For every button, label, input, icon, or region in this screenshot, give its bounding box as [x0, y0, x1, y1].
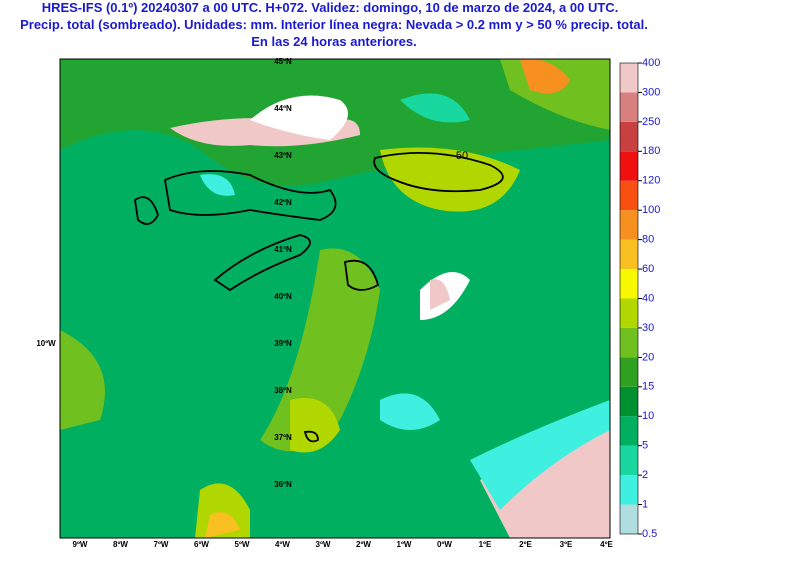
- lon-label: 7ºW: [154, 540, 169, 549]
- colorbar-label: 400: [642, 57, 660, 69]
- colorbar-segment: [620, 239, 638, 270]
- title-line: En las 24 horas anteriores.: [251, 34, 416, 49]
- title-line: Precip. total (sombreado). Unidades: mm.…: [20, 17, 648, 32]
- lon-label: 2ºW: [356, 540, 371, 549]
- lon-label: 9ºW: [73, 540, 88, 549]
- colorbar-segment: [620, 121, 638, 152]
- side-label: 10ºW: [36, 339, 56, 348]
- lon-label: 4ºW: [275, 540, 290, 549]
- lat-label: 37ºN: [274, 433, 292, 442]
- lon-label: 0ºW: [437, 540, 452, 549]
- colorbar-label: 5: [642, 440, 648, 452]
- colorbar-label: 40: [642, 292, 654, 304]
- colorbar-label: 100: [642, 204, 660, 216]
- lon-label: 8ºW: [113, 540, 128, 549]
- colorbar-segment: [620, 92, 638, 122]
- lat-label: 39ºN: [274, 339, 292, 348]
- colorbar-segment: [620, 298, 638, 328]
- colorbar-segment: [620, 357, 638, 387]
- lon-label: 3ºW: [316, 540, 331, 549]
- colorbar-label: 300: [642, 86, 660, 98]
- lat-label: 45ºN: [274, 57, 292, 66]
- colorbar-label: 20: [642, 351, 654, 363]
- colorbar-segment: [620, 63, 638, 93]
- contour-label: 50: [456, 150, 468, 162]
- colorbar: 0.5 1 2 5 10 15 20 30 40 60 80 100 120 180 250 300 400: [619, 57, 660, 540]
- lon-label: 6ºW: [194, 540, 209, 549]
- lon-label: 3ºE: [560, 540, 573, 549]
- lat-label: 40ºN: [274, 292, 292, 301]
- colorbar-segment: [620, 386, 638, 417]
- lat-label: 44ºN: [274, 104, 292, 113]
- colorbar-segment: [620, 210, 638, 240]
- colorbar-segment: [620, 475, 638, 505]
- colorbar-label: 80: [642, 234, 654, 246]
- lat-label: 41ºN: [274, 245, 292, 254]
- colorbar-segment: [620, 504, 638, 534]
- colorbar-segment: [620, 327, 638, 358]
- lat-label: 36ºN: [274, 480, 292, 489]
- colorbar-label: 120: [642, 175, 660, 187]
- lon-label: 2ºE: [519, 540, 532, 549]
- colorbar-label: 10: [642, 410, 654, 422]
- map: 50 10ºW 9ºW 8ºW 7ºW 6ºW 5ºW 4ºW 3ºW 2ºW 1ºW 0ºW 1º…: [36, 57, 613, 549]
- lat-label: 43ºN: [274, 151, 292, 160]
- colorbar-segment: [620, 151, 638, 181]
- lon-label: 4ºE: [600, 540, 613, 549]
- title-line: HRES-IFS (0.1º) 20240307 a 00 UTC. H+072…: [42, 0, 619, 15]
- colorbar-segment: [620, 180, 638, 211]
- lon-label: 5ºW: [235, 540, 250, 549]
- colorbar-label: 0.5: [642, 528, 657, 540]
- lat-label: 42ºN: [274, 198, 292, 207]
- colorbar-label: 15: [642, 381, 654, 393]
- colorbar-label: 2: [642, 469, 648, 481]
- colorbar-label: 250: [642, 116, 660, 128]
- lon-label: 1ºE: [479, 540, 492, 549]
- colorbar-label: 30: [642, 322, 654, 334]
- lat-label: 38ºN: [274, 386, 292, 395]
- colorbar-label: 1: [642, 498, 648, 510]
- colorbar-label: 180: [642, 145, 660, 157]
- colorbar-label: 60: [642, 263, 654, 275]
- colorbar-segment: [620, 416, 638, 446]
- lon-label: 1ºW: [397, 540, 412, 549]
- colorbar-segment: [620, 445, 638, 476]
- colorbar-segment: [620, 269, 638, 299]
